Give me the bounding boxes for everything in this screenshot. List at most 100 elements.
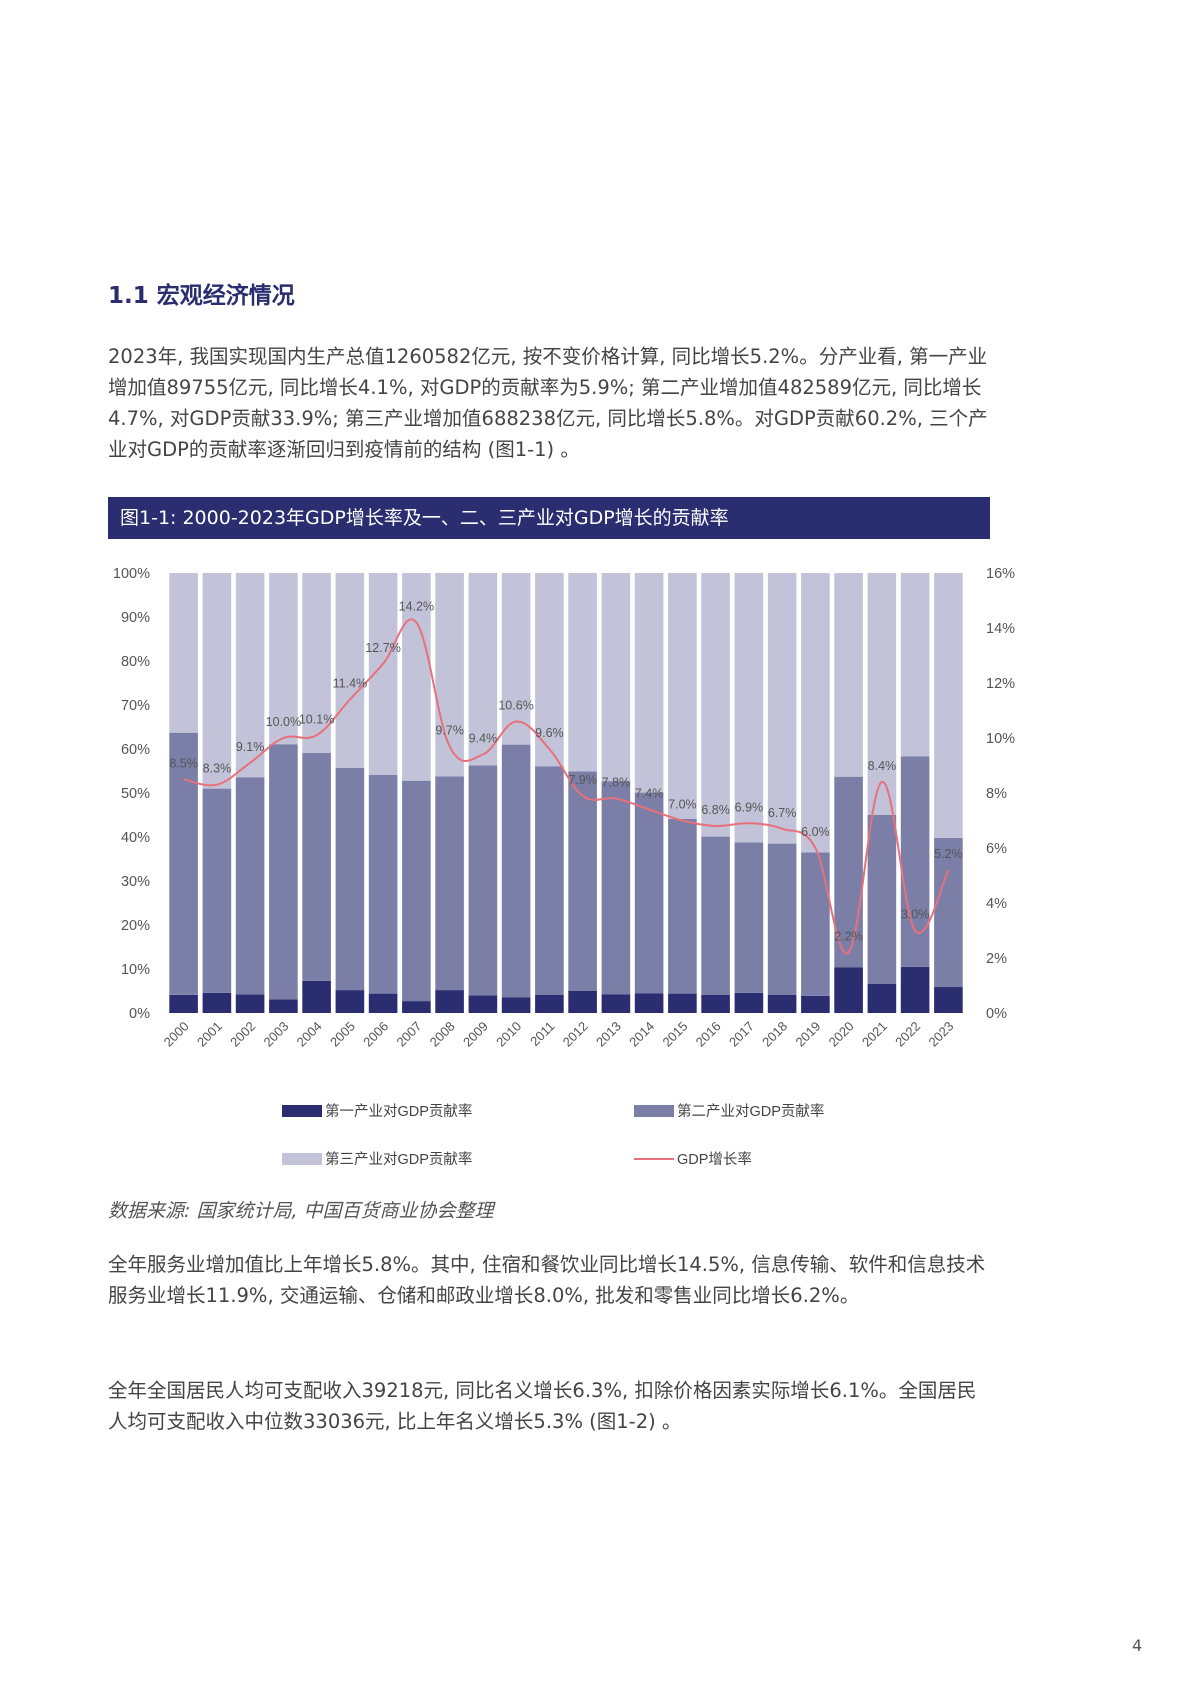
- legend-label-3: 第三产业对GDP贡献率: [325, 1150, 472, 1168]
- bar-2-2022: [900, 756, 930, 967]
- y-right-tick-label: 16%: [986, 566, 1015, 582]
- bar-3-2023: [934, 573, 963, 838]
- x-tick-label-2003: 2003: [260, 1019, 291, 1050]
- x-tick-label-2017: 2017: [726, 1019, 757, 1050]
- x-tick-label-2014: 2014: [626, 1019, 657, 1050]
- data-label-group: 8.5% 8.3% 9.1%10.0%10.1% 11.4% 12.7% 14.2% 9.7…: [169, 600, 962, 944]
- y-left-tick-label: 30%: [121, 874, 150, 890]
- bar-3-2000: [169, 573, 198, 733]
- gdp-label-2010: 10.6%: [498, 699, 533, 713]
- gdp-label-2022: 3.0%: [901, 908, 930, 922]
- data-source: 数据来源: 国家统计局, 中国百货商业协会整理: [108, 1200, 494, 1222]
- bar-2-2005: [335, 767, 365, 991]
- bar-2-2018: [767, 843, 797, 995]
- gdp-label-2001: 8.3%: [203, 762, 232, 776]
- y-right-tick-label: 0%: [986, 1006, 1007, 1022]
- bar-3-2022: [900, 573, 930, 757]
- y-right-tick-label: 10%: [986, 731, 1015, 747]
- bar-2-2009: [468, 765, 498, 996]
- gdp-label-2000: 8.5%: [169, 756, 198, 770]
- bar-3-2007: [402, 573, 431, 781]
- bar-3-2020: [834, 573, 863, 777]
- page-number: 4: [1132, 1636, 1143, 1655]
- gdp-label-2002: 9.1%: [236, 740, 265, 754]
- x-tick-label-2002: 2002: [227, 1019, 258, 1050]
- bar-2-2007: [402, 780, 431, 1002]
- bar-2-2014: [634, 792, 664, 994]
- bar-2-2006: [368, 775, 398, 994]
- gdp-label-2008: 9.7%: [435, 723, 464, 737]
- x-tick-label-2011: 2011: [527, 1019, 557, 1049]
- paragraph-services: 全年服务业增加值比上年增长5.8%。其中, 住宿和餐饮业同比增长14.5%, 信…: [108, 1253, 986, 1307]
- gdp-label-2005: 11.4%: [333, 677, 368, 691]
- bar-2-2008: [435, 776, 464, 991]
- bar-1-2000: [169, 995, 198, 1013]
- bar-1-2004: [302, 980, 331, 1013]
- x-tick-label-2016: 2016: [693, 1019, 724, 1050]
- bar-1-2021: [867, 984, 897, 1013]
- y-right-tick-label: 14%: [986, 621, 1015, 637]
- y-right-tick-label: 2%: [986, 951, 1007, 967]
- y-right-tick-label: 8%: [986, 786, 1007, 802]
- bar-3-2019: [801, 573, 830, 853]
- bar-1-2006: [368, 993, 398, 1013]
- bar-3-2018: [767, 573, 797, 844]
- y-right-tick-label: 6%: [986, 841, 1007, 857]
- bar-1-2003: [269, 999, 298, 1013]
- bar-2-2021: [867, 815, 897, 984]
- paragraph-income: 全年全国居民人均可支配收入39218元, 同比名义增长6.3%, 扣除价格因素实…: [108, 1379, 977, 1433]
- bar-1-2005: [335, 990, 365, 1013]
- bar-2-2023: [934, 837, 963, 988]
- y-left-tick-label: 100%: [113, 566, 150, 582]
- x-tick-label-2000: 2000: [161, 1019, 192, 1050]
- bar-3-2015: [668, 573, 697, 819]
- bar-3-2004: [302, 573, 331, 753]
- y-left-tick-label: 20%: [121, 918, 150, 934]
- gdp-label-2023: 5.2%: [934, 847, 963, 861]
- bar-2-2004: [302, 753, 331, 981]
- x-tick-label-2023: 2023: [925, 1019, 956, 1050]
- bar-2-2016: [701, 836, 730, 995]
- x-tick-label-2008: 2008: [427, 1019, 458, 1050]
- bar-1-2008: [435, 990, 464, 1013]
- bar-3-2002: [235, 573, 265, 778]
- bar-2-2012: [568, 771, 597, 991]
- section-title: 1.1 宏观经济情况: [108, 283, 295, 309]
- legend-swatch-2: [634, 1105, 674, 1117]
- y-right-tick-label: 12%: [986, 676, 1015, 692]
- gdp-label-2019: 6.0%: [801, 825, 830, 839]
- legend-swatch-1: [282, 1105, 322, 1117]
- y-left-tick-label: 60%: [121, 742, 150, 758]
- x-tick-label-2006: 2006: [360, 1019, 391, 1050]
- x-tick-label-2021: 2021: [859, 1019, 890, 1050]
- bar-1-2016: [701, 995, 730, 1013]
- bar-3-2021: [867, 573, 897, 815]
- x-tick-label-2013: 2013: [593, 1019, 624, 1050]
- bar-1-2020: [834, 967, 863, 1013]
- bar-2-2017: [734, 842, 764, 993]
- gdp-label-2012: 7.9%: [568, 773, 597, 787]
- bar-3-2005: [335, 573, 365, 768]
- bar-2-2019: [801, 852, 830, 996]
- bar-1-2018: [767, 995, 797, 1013]
- bar-3-2017: [734, 573, 764, 843]
- bar-1-2022: [900, 966, 930, 1013]
- y-left-tick-label: 50%: [121, 786, 150, 802]
- bar-2-2002: [235, 777, 265, 995]
- y-right-tick-label: 4%: [986, 896, 1007, 912]
- gdp-label-2021: 8.4%: [868, 759, 897, 773]
- bar-1-2014: [634, 993, 664, 1013]
- bar-3-2014: [634, 573, 664, 793]
- bar-3-2001: [202, 573, 232, 789]
- bar-1-2019: [801, 995, 830, 1013]
- gdp-label-2007: 14.2%: [399, 600, 434, 614]
- bar-1-2013: [601, 994, 631, 1013]
- gdp-label-2009: 9.4%: [469, 732, 498, 746]
- y-left-tick-label: 40%: [121, 830, 150, 846]
- gdp-growth-line: [183, 618, 950, 955]
- bar-1-2009: [468, 995, 498, 1013]
- legend-label-4: GDP增长率: [677, 1151, 752, 1168]
- x-tick-label-2004: 2004: [294, 1019, 325, 1050]
- bar-1-2007: [402, 1001, 431, 1013]
- y-left-tick-label: 90%: [121, 610, 150, 626]
